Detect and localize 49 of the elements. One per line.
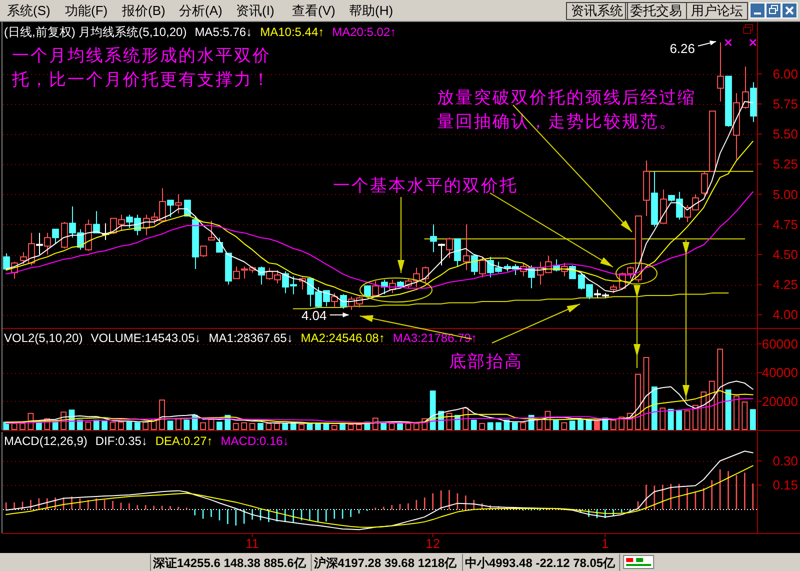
annotation: 6.26 bbox=[670, 41, 695, 56]
annotation: 一个基本水平的双价托 bbox=[333, 176, 518, 195]
y-tick-label: 60000 bbox=[762, 336, 798, 352]
text: MA3:21786.79↑ bbox=[392, 331, 477, 345]
text: MA10:5.44↑ bbox=[260, 25, 324, 39]
y-tick-label: 4.75 bbox=[772, 216, 798, 232]
y-tick-label: 20000 bbox=[762, 394, 798, 409]
y-tick-label: 0.30 bbox=[772, 453, 798, 468]
annotation: MACD:0.16↓ bbox=[220, 434, 289, 448]
y-tick-label: 4.50 bbox=[772, 247, 798, 262]
text: MA5:5.76↓ bbox=[194, 25, 252, 39]
text: MA1:28367.65↓ bbox=[208, 331, 293, 345]
y-tick-label: 4.00 bbox=[772, 307, 798, 322]
text: 帮助(H) bbox=[349, 3, 394, 18]
text: 查看(V) bbox=[292, 3, 336, 18]
y-tick-label: 5.75 bbox=[772, 96, 798, 112]
text: MA2:24546.08↑ bbox=[300, 331, 385, 345]
y-tick-label: 0.15 bbox=[772, 478, 798, 493]
text: 中小4993.48 -22.12 78.05亿 bbox=[465, 556, 616, 570]
text: 沪深4197.28 39.68 1218亿 bbox=[312, 556, 458, 570]
annotation: 放量突破双价托的颈线后经过缩量回抽确认，走势比较规范。 bbox=[437, 88, 696, 131]
y-tick-label: 5.25 bbox=[772, 156, 798, 172]
text: 用户论坛 bbox=[691, 3, 743, 18]
text: 分析(A) bbox=[179, 3, 222, 18]
text: MA20:5.02↑ bbox=[332, 25, 396, 39]
annotation: 底部抬高 bbox=[449, 352, 523, 371]
x-tick-label: 12 bbox=[426, 536, 440, 551]
text: 深证14255.6 148.38 885.6亿 bbox=[152, 556, 307, 570]
x-tick-label: 11 bbox=[246, 536, 260, 551]
text: 委托交易 bbox=[630, 3, 682, 18]
y-tick-label: 5.00 bbox=[772, 186, 798, 202]
legend-title: VOL2(5,10,20) bbox=[4, 331, 83, 345]
text: 资讯(I) bbox=[236, 3, 274, 18]
chart-title: (日线,前复权) 月均线系统(5,10,20) bbox=[4, 25, 187, 39]
text: 报价(B) bbox=[121, 3, 166, 18]
y-tick-label: 5.50 bbox=[772, 126, 798, 142]
annotation: 一个月均线系统形成的水平双价托，比一个月价托更有支撑力！ bbox=[11, 46, 271, 89]
annotation: 4.04 bbox=[301, 308, 327, 323]
legend-title: MACD(12,26,9) bbox=[4, 434, 88, 448]
y-tick-label: 40000 bbox=[762, 365, 798, 380]
text: DEA:0.27↑ bbox=[155, 434, 213, 448]
text: 资讯系统 bbox=[571, 3, 623, 18]
text: DIF:0.35↓ bbox=[95, 434, 148, 448]
y-tick-label: 6.00 bbox=[772, 66, 798, 82]
x-tick-label: 1 bbox=[602, 536, 609, 551]
annotation: VOLUME:14543.05↓ bbox=[90, 331, 201, 345]
y-tick-label: 4.25 bbox=[772, 277, 798, 292]
text: 功能(F) bbox=[65, 3, 108, 18]
text: 系统(S) bbox=[7, 3, 50, 18]
